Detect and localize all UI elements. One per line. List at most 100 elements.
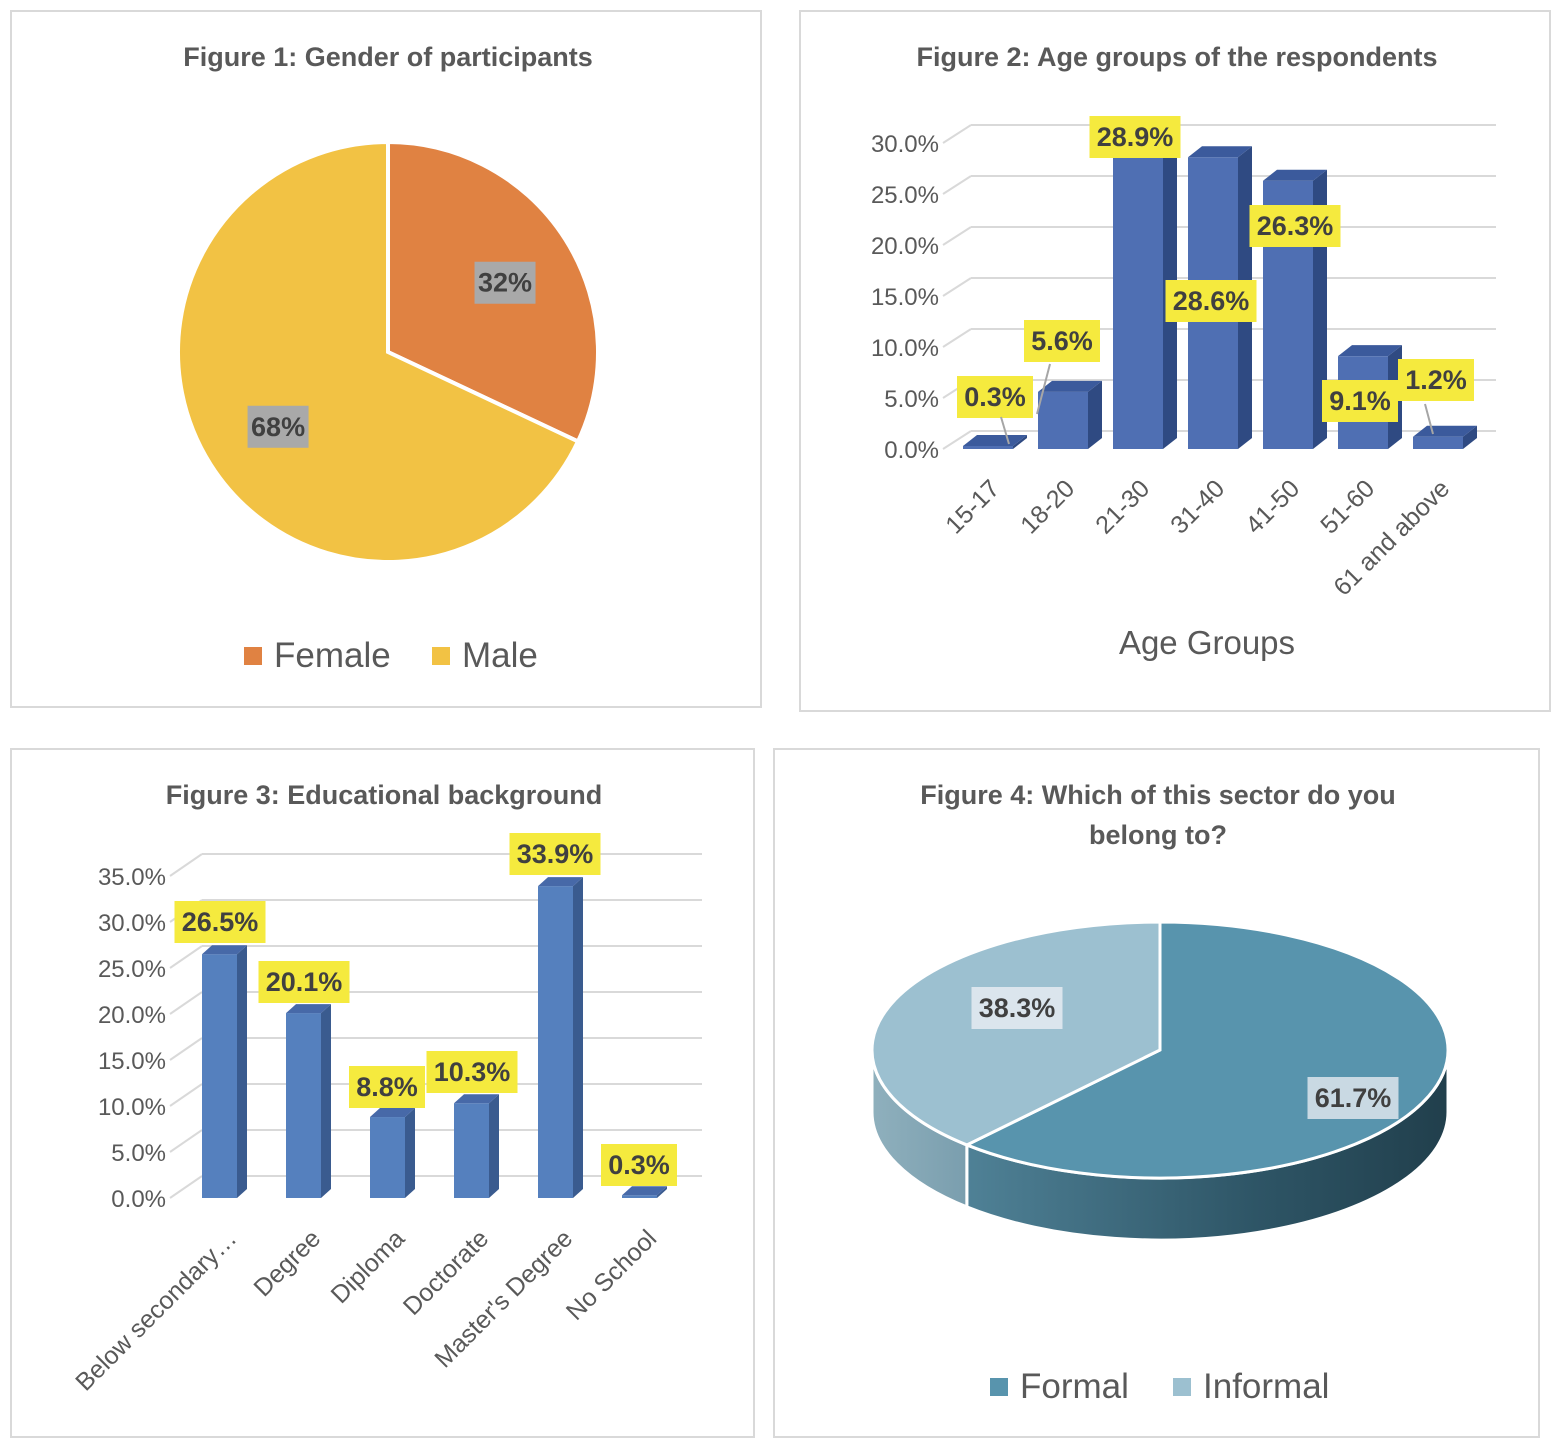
bar-0: [202, 954, 237, 1198]
gridline-slant: [942, 175, 972, 195]
data-labels: 61.7% 38.3%: [971, 987, 1399, 1119]
bar-side-4: [573, 877, 583, 1198]
y-tick-label: 0.0%: [111, 1186, 166, 1213]
legend-label-formal: Formal: [1020, 1367, 1129, 1406]
leader-line-0: [1000, 416, 1010, 445]
x-category-label: 21-30: [1090, 474, 1155, 539]
y-tick-label: 15.0%: [98, 1048, 166, 1075]
data-label-2: 28.9%: [1097, 122, 1174, 152]
legend-label-female: Female: [274, 636, 391, 675]
data-label-5: 0.3%: [608, 1150, 670, 1180]
bar-2: [370, 1117, 405, 1198]
data-label-5-bg: [601, 1144, 677, 1186]
bar-top-5: [1338, 345, 1402, 357]
pie-slices: [176, 139, 600, 564]
y-tick-label: 5.0%: [111, 1140, 166, 1167]
leader-line-1: [1036, 363, 1051, 415]
data-label-0-bg: [174, 901, 266, 943]
data-labels: 32% 68%: [247, 261, 536, 448]
y-tick-label: 10.0%: [871, 335, 939, 362]
x-category-label: 31-40: [1165, 474, 1230, 539]
gridline-slant: [169, 1129, 203, 1153]
y-tick-label: 15.0%: [871, 284, 939, 311]
data-label-male-bg: [247, 405, 309, 448]
data-label-5: 9.1%: [1329, 386, 1391, 416]
bar-side-0: [237, 945, 247, 1198]
x-category-label: 15-17: [940, 474, 1005, 539]
chart-title: Figure 3: Educational background: [166, 780, 603, 810]
chart-panel-gender: Figure 1: Gender of participants 32% 68% …: [10, 10, 762, 708]
data-label-3-bg: [1165, 280, 1257, 322]
y-tick-label: 20.0%: [871, 233, 939, 260]
bar-top-3: [454, 1094, 499, 1104]
chart-title: Figure 2: Age groups of the respondents: [916, 42, 1437, 72]
data-label-5-bg: [1322, 380, 1398, 422]
data-label-female: 32%: [478, 268, 532, 298]
data-label-0-bg: [957, 376, 1033, 418]
bar-1: [286, 1013, 321, 1198]
data-label-1-bg: [258, 961, 350, 1003]
y-axis-ticks: 0.0% 5.0% 10.0% 15.0% 20.0% 25.0% 30.0%: [871, 131, 939, 464]
bar-side-1: [1088, 380, 1102, 449]
bar-side-2: [405, 1108, 415, 1198]
gridline-slant: [169, 991, 203, 1015]
gender-pie-chart: Figure 1: Gender of participants 32%68% …: [176, 42, 600, 675]
bars: [202, 877, 667, 1198]
gridline-slant: [942, 277, 972, 297]
x-category-label: Below secondary…: [70, 1224, 242, 1396]
gridline-slant: [169, 1037, 203, 1061]
data-label-4-bg: [509, 833, 601, 875]
chart-title-line-1: Figure 4: Which of this sector do you: [920, 780, 1396, 810]
bar-top-4: [538, 877, 583, 887]
gridline-slant: [169, 945, 203, 969]
x-category-label: Diploma: [326, 1224, 411, 1309]
legend-swatch-female: [244, 647, 262, 665]
y-tick-label: 30.0%: [871, 131, 939, 158]
bar-0: [963, 445, 1013, 449]
data-label-3: 28.6%: [1173, 286, 1250, 316]
bar-side-6: [1463, 425, 1477, 449]
chart-panel-sector: Figure 4: Which of this sector do you be…: [773, 748, 1540, 1438]
x-axis-categories: Below secondary… Degree DiplomaDoctorateMa…: [70, 1224, 662, 1396]
x-category-label: No School: [561, 1224, 662, 1325]
bar-top-6: [1413, 425, 1477, 437]
data-label-informal: 38.3%: [979, 993, 1056, 1023]
x-category-label: 18-20: [1015, 474, 1080, 539]
data-label-0: 26.5%: [182, 907, 259, 937]
data-label-4-bg: [1249, 205, 1341, 247]
data-label-4: 26.3%: [1257, 211, 1334, 241]
education-bar-chart: Figure 3: Educational background 0.0% 5.0…: [70, 780, 702, 1397]
y-tick-label: 0.0%: [884, 437, 939, 464]
y-axis-ticks: 0.0% 5.0% 10.0% 15.0% 20.0% 25.0% 30.0% 35.0%: [98, 864, 166, 1213]
bar-top-3: [1188, 146, 1252, 158]
gridline-slant: [942, 124, 972, 144]
gridline-slant: [942, 328, 972, 348]
y-tick-label: 35.0%: [98, 864, 166, 891]
data-label-informal-bg: [971, 987, 1063, 1029]
y-tick-label: 25.0%: [871, 182, 939, 209]
bar-side-5: [657, 1186, 667, 1198]
legend-swatch-male: [432, 647, 450, 665]
bars: [963, 143, 1477, 450]
legend-swatch-formal: [990, 1378, 1008, 1396]
legend-label-male: Male: [462, 636, 538, 675]
data-label-formal: 61.7%: [1315, 1083, 1392, 1113]
data-label-female-bg: [474, 261, 536, 304]
bar-2: [1113, 154, 1163, 449]
bar-4: [538, 886, 573, 1198]
chart-title: Figure 1: Gender of participants: [183, 42, 593, 72]
bar-1: [1038, 391, 1088, 449]
pie-slice-male: [176, 139, 581, 564]
data-labels: 0.3%5.6% 28.9% 28.6% 26.3% 9.1% 1.2%: [957, 116, 1474, 445]
bar-side-0: [1013, 434, 1027, 449]
data-label-1: 5.6%: [1031, 326, 1093, 356]
bar-top-5: [622, 1186, 667, 1196]
data-label-2-bg: [1089, 116, 1181, 158]
chart-panel-age: Figure 2: Age groups of the respondents …: [799, 10, 1551, 712]
bar-side-1: [321, 1004, 331, 1198]
bar-top-0: [963, 434, 1027, 446]
data-label-3-bg: [426, 1051, 518, 1093]
data-label-2-bg: [349, 1066, 425, 1108]
gridline-slant: [169, 1083, 203, 1107]
